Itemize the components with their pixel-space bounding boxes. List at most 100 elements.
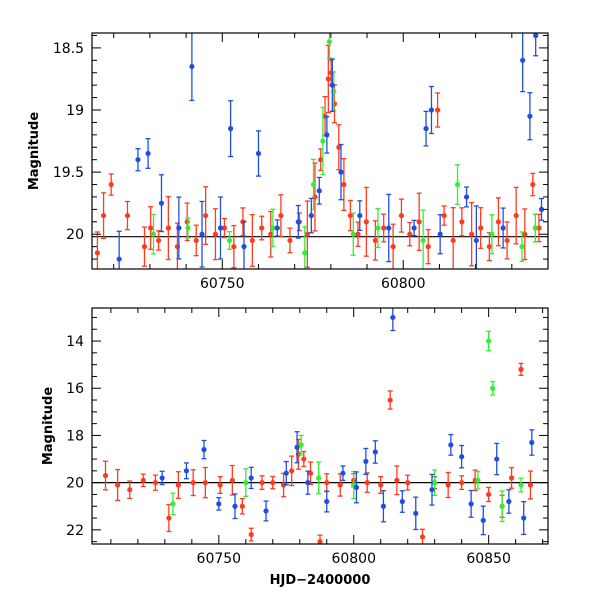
bottom-y-tick-label-1: 16 bbox=[66, 381, 84, 397]
bottom-point-red-12 bbox=[248, 527, 254, 542]
top-point-blue-12 bbox=[295, 204, 301, 239]
top-point-red-48 bbox=[495, 197, 502, 247]
bottom-point-blue-16 bbox=[390, 308, 396, 332]
bottom-point-blue-19 bbox=[429, 473, 435, 506]
top-point-red-11 bbox=[203, 186, 209, 246]
top-point-green-1 bbox=[185, 217, 191, 239]
bottom-point-red-5 bbox=[166, 503, 172, 533]
top-point-green-0 bbox=[150, 213, 157, 255]
top-y-tick-label-2: 19.5 bbox=[53, 165, 84, 181]
top-point-red-38 bbox=[407, 221, 413, 247]
bottom-panel: 60750 60800 60850 14 16 18 20 22 Magnitude HJD−… bbox=[41, 307, 549, 588]
top-point-red-7 bbox=[165, 195, 171, 261]
top-point-blue-25 bbox=[473, 205, 479, 269]
bottom-point-red-7 bbox=[190, 469, 196, 497]
bottom-point-green-10 bbox=[518, 477, 524, 493]
bottom-point-blue-23 bbox=[480, 505, 486, 536]
top-point-red-5 bbox=[148, 206, 154, 250]
bottom-point-red-19 bbox=[307, 461, 314, 485]
top-point-blue-29 bbox=[533, 33, 539, 57]
top-point-red-31 bbox=[347, 199, 353, 232]
bottom-point-red-22 bbox=[337, 473, 343, 497]
top-point-blue-4 bbox=[176, 196, 182, 260]
top-point-green-11 bbox=[420, 209, 426, 269]
bottom-point-red-36 bbox=[508, 466, 515, 489]
top-point-green-5 bbox=[310, 158, 317, 211]
top-point-red-20 bbox=[287, 227, 293, 254]
top-point-red-17 bbox=[259, 215, 265, 241]
bottom-point-blue-1 bbox=[183, 462, 190, 480]
top-point-red-35 bbox=[381, 213, 387, 243]
bottom-point-red-16 bbox=[289, 455, 295, 487]
bottom-point-blue-6 bbox=[263, 500, 269, 522]
bottom-point-red-27 bbox=[394, 465, 400, 496]
top-point-blue-3 bbox=[158, 174, 165, 233]
top-x-tick-label-0: 60750 bbox=[200, 276, 245, 292]
bottom-point-blue-0 bbox=[159, 470, 165, 486]
bottom-point-green-1 bbox=[243, 468, 249, 498]
bottom-x-tick-label-1: 60800 bbox=[331, 551, 376, 567]
bottom-point-red-13 bbox=[259, 475, 265, 491]
bottom-point-red-1 bbox=[115, 468, 121, 502]
bottom-point-red-32 bbox=[459, 475, 465, 491]
top-point-blue-18 bbox=[357, 200, 363, 231]
top-point-red-30 bbox=[341, 158, 347, 211]
top-point-blue-6 bbox=[199, 200, 205, 268]
top-point-red-13 bbox=[221, 217, 228, 239]
top-point-red-49 bbox=[504, 221, 510, 260]
bottom-y-tick-label-3: 20 bbox=[66, 476, 84, 492]
bottom-point-blue-14 bbox=[372, 440, 378, 464]
bottom-point-blue-7 bbox=[283, 460, 289, 486]
bottom-point-blue-10 bbox=[324, 490, 330, 513]
bottom-point-red-14 bbox=[270, 475, 276, 490]
bottom-point-red-24 bbox=[364, 472, 370, 493]
top-point-blue-9 bbox=[241, 221, 247, 269]
bottom-point-blue-17 bbox=[399, 490, 405, 513]
bottom-point-red-18 bbox=[301, 450, 307, 468]
top-point-red-2 bbox=[108, 173, 114, 196]
bottom-panel-points bbox=[92, 308, 548, 544]
top-point-red-43 bbox=[450, 207, 456, 269]
bottom-point-red-28 bbox=[405, 474, 411, 491]
bottom-point-blue-24 bbox=[494, 442, 500, 476]
bottom-y-tick-label-4: 22 bbox=[66, 523, 84, 539]
top-point-red-52 bbox=[530, 172, 536, 197]
top-panel-ticks: 60750 60800 18.5 19 19.5 20 bbox=[53, 33, 549, 292]
top-point-red-51 bbox=[522, 208, 528, 261]
bottom-point-green-8 bbox=[490, 380, 496, 396]
top-point-green-4 bbox=[302, 226, 308, 269]
bottom-point-green-9 bbox=[499, 490, 505, 523]
top-point-red-26 bbox=[325, 44, 331, 114]
bottom-point-red-38 bbox=[527, 470, 534, 500]
bottom-point-blue-22 bbox=[468, 489, 474, 518]
top-point-green-12 bbox=[454, 164, 461, 205]
bottom-point-red-37 bbox=[518, 362, 524, 376]
top-point-red-12 bbox=[212, 208, 219, 261]
top-point-green-2 bbox=[226, 231, 233, 250]
top-point-blue-26 bbox=[500, 207, 506, 249]
top-point-red-14 bbox=[231, 224, 237, 269]
top-point-red-40 bbox=[425, 228, 431, 265]
top-point-green-3 bbox=[270, 208, 276, 248]
top-point-blue-5 bbox=[189, 33, 195, 102]
top-point-red-9 bbox=[184, 202, 190, 242]
top-point-blue-19 bbox=[386, 193, 392, 263]
top-point-blue-20 bbox=[411, 219, 417, 237]
bottom-point-red-9 bbox=[217, 476, 223, 494]
bottom-point-red-10 bbox=[229, 464, 235, 496]
top-point-red-4 bbox=[141, 226, 148, 267]
top-point-blue-17 bbox=[338, 143, 344, 201]
bottom-point-blue-26 bbox=[521, 500, 527, 536]
top-point-blue-27 bbox=[520, 33, 526, 93]
top-x-tick-label-1: 60800 bbox=[381, 276, 426, 292]
top-point-red-10 bbox=[193, 224, 199, 257]
top-point-blue-1 bbox=[135, 147, 141, 172]
top-point-red-19 bbox=[278, 194, 284, 238]
bottom-point-blue-11 bbox=[340, 465, 346, 482]
top-point-blue-11 bbox=[274, 219, 280, 237]
top-point-blue-30 bbox=[538, 197, 545, 221]
top-point-green-7 bbox=[326, 33, 333, 59]
bottom-point-blue-18 bbox=[413, 496, 419, 531]
bottom-point-red-31 bbox=[445, 471, 451, 499]
